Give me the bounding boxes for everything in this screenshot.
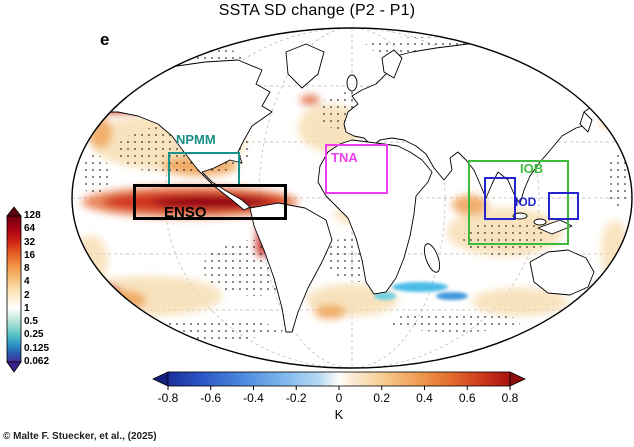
tna-label: TNA <box>331 150 358 165</box>
britain <box>346 74 358 92</box>
vtick: 128 <box>24 210 41 221</box>
npmm-region-box <box>168 152 240 187</box>
htick: -0.2 <box>285 391 307 405</box>
htick: -0.4 <box>243 391 264 405</box>
tna-region-box <box>325 144 388 194</box>
htick: 0.4 <box>416 391 433 405</box>
vtick: 0.062 <box>24 355 50 367</box>
htick: 0.6 <box>458 391 476 405</box>
iod-label: IOD <box>515 195 537 209</box>
iod-east-region-box <box>548 192 579 220</box>
credit-text: © Malte F. Stuecker, et al., (2025) <box>3 431 157 442</box>
horizontal-colorbar <box>152 371 526 390</box>
vtick: 4 <box>24 276 30 288</box>
vtick: 1 <box>24 302 30 314</box>
greenland <box>285 43 325 89</box>
colorbar-unit-label: K <box>334 407 344 422</box>
htick: -0.6 <box>200 391 222 405</box>
horizontal-colorbar-ticks: -0.8 -0.6 -0.4 -0.2 0 0.2 0.4 0.6 0.8 <box>158 391 519 405</box>
vtick: 0.5 <box>24 316 38 328</box>
indonesia-island <box>533 218 547 226</box>
enso-label: ENSO <box>164 204 207 221</box>
iod-west-region-box <box>484 177 516 220</box>
scandinavia <box>381 49 403 79</box>
iob-region-box <box>468 160 569 245</box>
enso-region-box <box>133 184 287 220</box>
vtick: 32 <box>24 236 36 248</box>
figure-title: SSTA SD change (P2 - P1) <box>218 2 416 19</box>
australia <box>529 249 595 296</box>
vtick: 2 <box>24 289 30 301</box>
panel-label: e <box>100 30 110 49</box>
madagascar <box>423 243 441 273</box>
vertical-colorbar <box>6 206 22 373</box>
vtick: 16 <box>24 249 36 261</box>
vtick: 0.125 <box>24 342 50 354</box>
htick: -0.8 <box>157 391 179 405</box>
vtick: 64 <box>24 223 36 235</box>
africa <box>317 139 433 295</box>
vtick: 0.25 <box>24 329 44 341</box>
new-zealand <box>601 297 615 319</box>
htick: 0 <box>335 391 343 405</box>
npmm-label: NPMM <box>176 132 216 147</box>
htick: 0.2 <box>373 391 391 405</box>
globe-outline <box>71 27 633 369</box>
htick: 0.8 <box>501 391 519 405</box>
vtick: 8 <box>24 263 30 275</box>
iob-label: IOB <box>520 161 544 176</box>
south-america <box>249 202 333 333</box>
indonesia-island <box>512 212 528 220</box>
continents <box>87 43 615 368</box>
vertical-colorbar-ticks: 128 64 32 16 8 4 2 1 0.5 0.25 0.125 0.06… <box>24 211 49 367</box>
japan <box>579 111 593 133</box>
new-guinea <box>537 219 573 235</box>
north-america <box>87 59 273 211</box>
